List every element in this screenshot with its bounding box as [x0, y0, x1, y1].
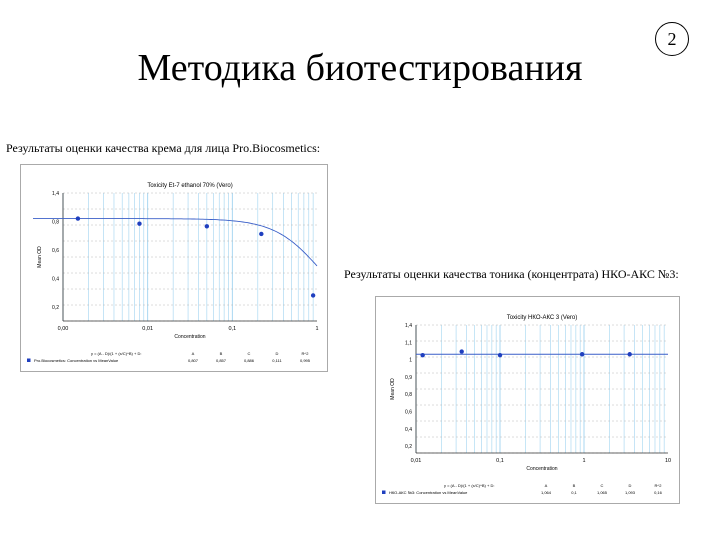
slide-number-badge: 2: [655, 22, 689, 56]
chart1-y-tick-label: 0,8: [52, 219, 59, 225]
chart1-title: Toxicity Et-7 ethanol 70% (Vero): [147, 183, 232, 189]
chart1-svg: Toxicity Et-7 ethanol 70% (Vero) 1,4 0,8 0,…: [27, 183, 319, 363]
chart1-y-axis-label: Mean OD: [37, 246, 43, 268]
chart1-fit-curve: [63, 218, 318, 267]
chart2-data-point: [627, 352, 632, 357]
chart2-legend-header: y = (A - D)/(1 + (x/C)^B) + D:: [444, 483, 494, 488]
chart2-x-tick-label: 1: [582, 458, 585, 464]
chart2-data-point: [579, 352, 585, 357]
chart1-legend-header: y = (A - D)/(1 + (x/C)^B) + D:: [91, 351, 141, 356]
chart1-y-tick-label: 1,4: [52, 191, 59, 197]
chart2-y-tick-label: 1,1: [405, 340, 412, 346]
chart2-legend-value: 1,064: [541, 490, 552, 495]
chart1-legend-col-header: R^2: [302, 351, 310, 356]
chart2-x-tick-label: 10: [665, 458, 671, 464]
chart2-x-tick-label: 0,01: [411, 458, 422, 464]
chart2-legend-col-header: B: [573, 483, 576, 488]
chart2-legend-series-name: НКО-АКС №3: Concentration vs MeanValue: [389, 490, 468, 495]
chart2-data-point: [420, 352, 425, 358]
chart1-legend-col-header: B: [220, 351, 223, 356]
chart2-legend-value: 0,1: [571, 490, 577, 495]
chart2-legend-col-header: C: [601, 483, 604, 488]
chart2-title: Toxicity НКО-АКС 3 (Vero): [507, 315, 578, 321]
chart2-y-tick-label: 0,2: [405, 444, 412, 450]
chart2-legend-value: 1,093: [625, 490, 636, 495]
chart2-y-tick-label: 0,9: [405, 375, 412, 381]
chart2-legend-col-header: R^2: [655, 483, 663, 488]
chart1-x-tick-label: 0,1: [229, 326, 237, 332]
chart2-x-tick-label: 0,1: [496, 458, 504, 464]
chart1-data-point: [310, 293, 316, 298]
chart1-legend-series-name: Pro.Biocosmetics: Concentration vs MeanV…: [34, 358, 119, 363]
chart2-y-tick-label: 0,4: [405, 427, 412, 433]
chart1-legend-col-header: D: [276, 351, 279, 356]
chart1-legend-col-header: C: [248, 351, 251, 356]
chart1-legend-value: 0,111: [272, 358, 282, 363]
chart1-x-axis-label: Concentration: [174, 334, 205, 340]
chart1-legend-value: 0,857: [216, 358, 227, 363]
chart2-x-axis-label: Concentration: [526, 466, 557, 472]
chart1-y-tick-label: 0,6: [52, 248, 59, 254]
chart2-legend-col-header: A: [545, 483, 548, 488]
chart1-caption: Результаты оценки качества крема для лиц…: [6, 141, 321, 155]
chart2-caption: Результаты оценки качества тоника (конце…: [344, 267, 679, 281]
slide-title: Методика биотестирования: [137, 47, 583, 89]
chart2-legend-marker: [382, 490, 386, 494]
chart2-data-point: [459, 349, 464, 354]
chart2-y-tick-label: 0,8: [405, 392, 412, 398]
chart2-svg: Toxicity НКО-АКС 3 (Vero) 1,4 1,1 1 0,9 0,8 0,…: [382, 315, 671, 495]
chart1-x-tick-label: 0,00: [58, 326, 69, 332]
chart1-data-point: [259, 231, 264, 237]
chart1-x-tick-label: 1: [315, 326, 318, 332]
chart1-legend-value: 0,807: [188, 358, 199, 363]
chart1-data-point: [204, 224, 210, 229]
chart2-y-tick-label: 0,6: [405, 409, 412, 415]
chart1-y-tick-label: 0,4: [52, 276, 59, 282]
chart1-panel: Toxicity Et-7 ethanol 70% (Vero) 1,4 0,8 0,…: [20, 164, 328, 372]
chart1-data-point: [137, 221, 142, 226]
chart2-data-point: [497, 352, 503, 358]
chart1-x-tick-label: 0,01: [142, 326, 153, 332]
chart2-y-axis-label: Mean OD: [390, 378, 396, 400]
chart1-legend-marker: [27, 358, 31, 362]
chart2-y-tick-label: 1,4: [405, 323, 412, 329]
chart2-legend-value: 1,065: [597, 490, 608, 495]
chart1-y-tick-label: 0,2: [52, 305, 59, 311]
chart1-data-point: [75, 216, 81, 221]
chart2-y-tick-label: 1: [409, 358, 412, 364]
chart2-panel: Toxicity НКО-АКС 3 (Vero) 1,4 1,1 1 0,9 0,8 0,…: [375, 296, 680, 504]
chart1-legend-value: 0,995: [300, 358, 311, 363]
chart1-legend-col-header: A: [192, 351, 195, 356]
chart2-legend-col-header: D: [629, 483, 632, 488]
chart1-legend-value: 0,886: [244, 358, 255, 363]
chart2-legend-value: 0,16: [654, 490, 663, 495]
